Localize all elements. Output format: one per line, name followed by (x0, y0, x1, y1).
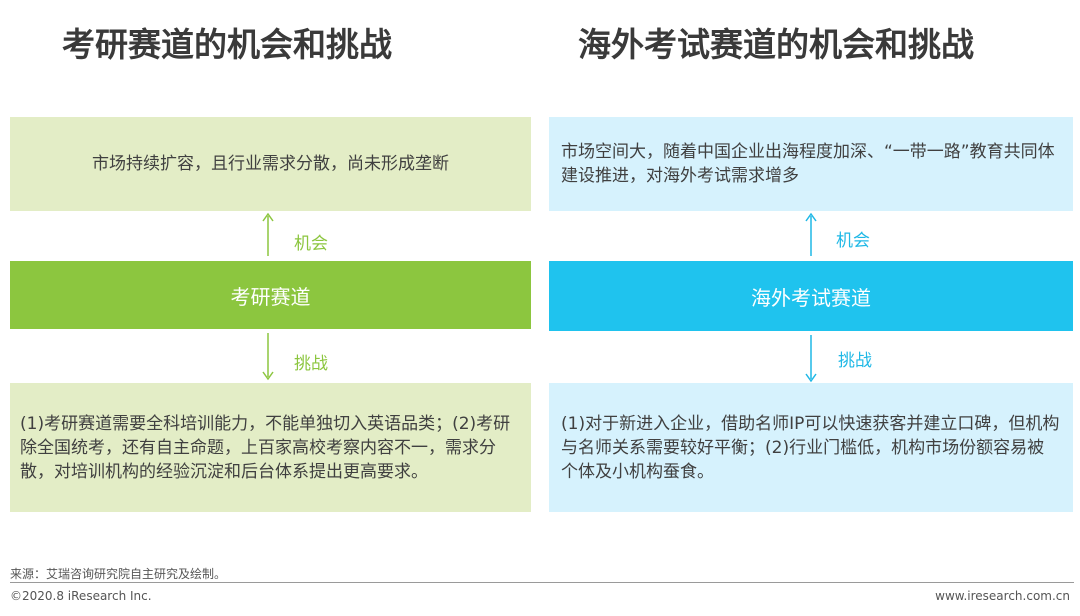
right-challenge-label: 挑战 (838, 351, 872, 371)
website-text: www.iresearch.com.cn (935, 589, 1070, 603)
left-opportunity-box: 市场持续扩容，且行业需求分散，尚未形成垄断 (10, 117, 531, 211)
left-down-arrow-icon (262, 333, 274, 381)
right-track-label: 海外考试赛道 (751, 285, 871, 310)
right-opportunity-text: 市场空间大，随着中国企业出海程度加深、“一带一路”教育共同体建设推进，对海外考试… (561, 142, 1055, 186)
left-challenge-box: (1)考研赛道需要全科培训能力，不能单独切入英语品类；(2)考研除全国统考，还有… (10, 383, 531, 512)
copyright-text: ©2020.8 iResearch Inc. (10, 589, 152, 603)
left-opportunity-label: 机会 (294, 234, 328, 254)
right-opportunity-box: 市场空间大，随着中国企业出海程度加深、“一带一路”教育共同体建设推进，对海外考试… (549, 117, 1073, 211)
footer-divider (10, 582, 1074, 583)
left-challenge-label: 挑战 (294, 354, 328, 374)
left-track-bar: 考研赛道 (10, 261, 531, 329)
left-opportunity-text: 市场持续扩容，且行业需求分散，尚未形成垄断 (92, 154, 449, 174)
right-challenge-box: (1)对于新进入企业，借助名师IP可以快速获客并建立口碑，但机构与名师关系需要较… (549, 383, 1073, 512)
right-down-arrow-icon (805, 335, 817, 383)
left-up-arrow-icon (262, 212, 274, 256)
right-title: 海外考试赛道的机会和挑战 (578, 25, 974, 64)
right-challenge-text: (1)对于新进入企业，借助名师IP可以快速获客并建立口碑，但机构与名师关系需要较… (561, 413, 1060, 482)
left-track-label: 考研赛道 (230, 284, 311, 309)
source-note: 来源：艾瑞咨询研究院自主研究及绘制。 (10, 567, 227, 581)
left-title: 考研赛道的机会和挑战 (62, 25, 392, 64)
right-up-arrow-icon (805, 212, 817, 256)
right-track-bar: 海外考试赛道 (549, 261, 1073, 331)
right-opportunity-label: 机会 (836, 231, 870, 251)
left-challenge-text: (1)考研赛道需要全科培训能力，不能单独切入英语品类；(2)考研除全国统考，还有… (20, 413, 511, 482)
